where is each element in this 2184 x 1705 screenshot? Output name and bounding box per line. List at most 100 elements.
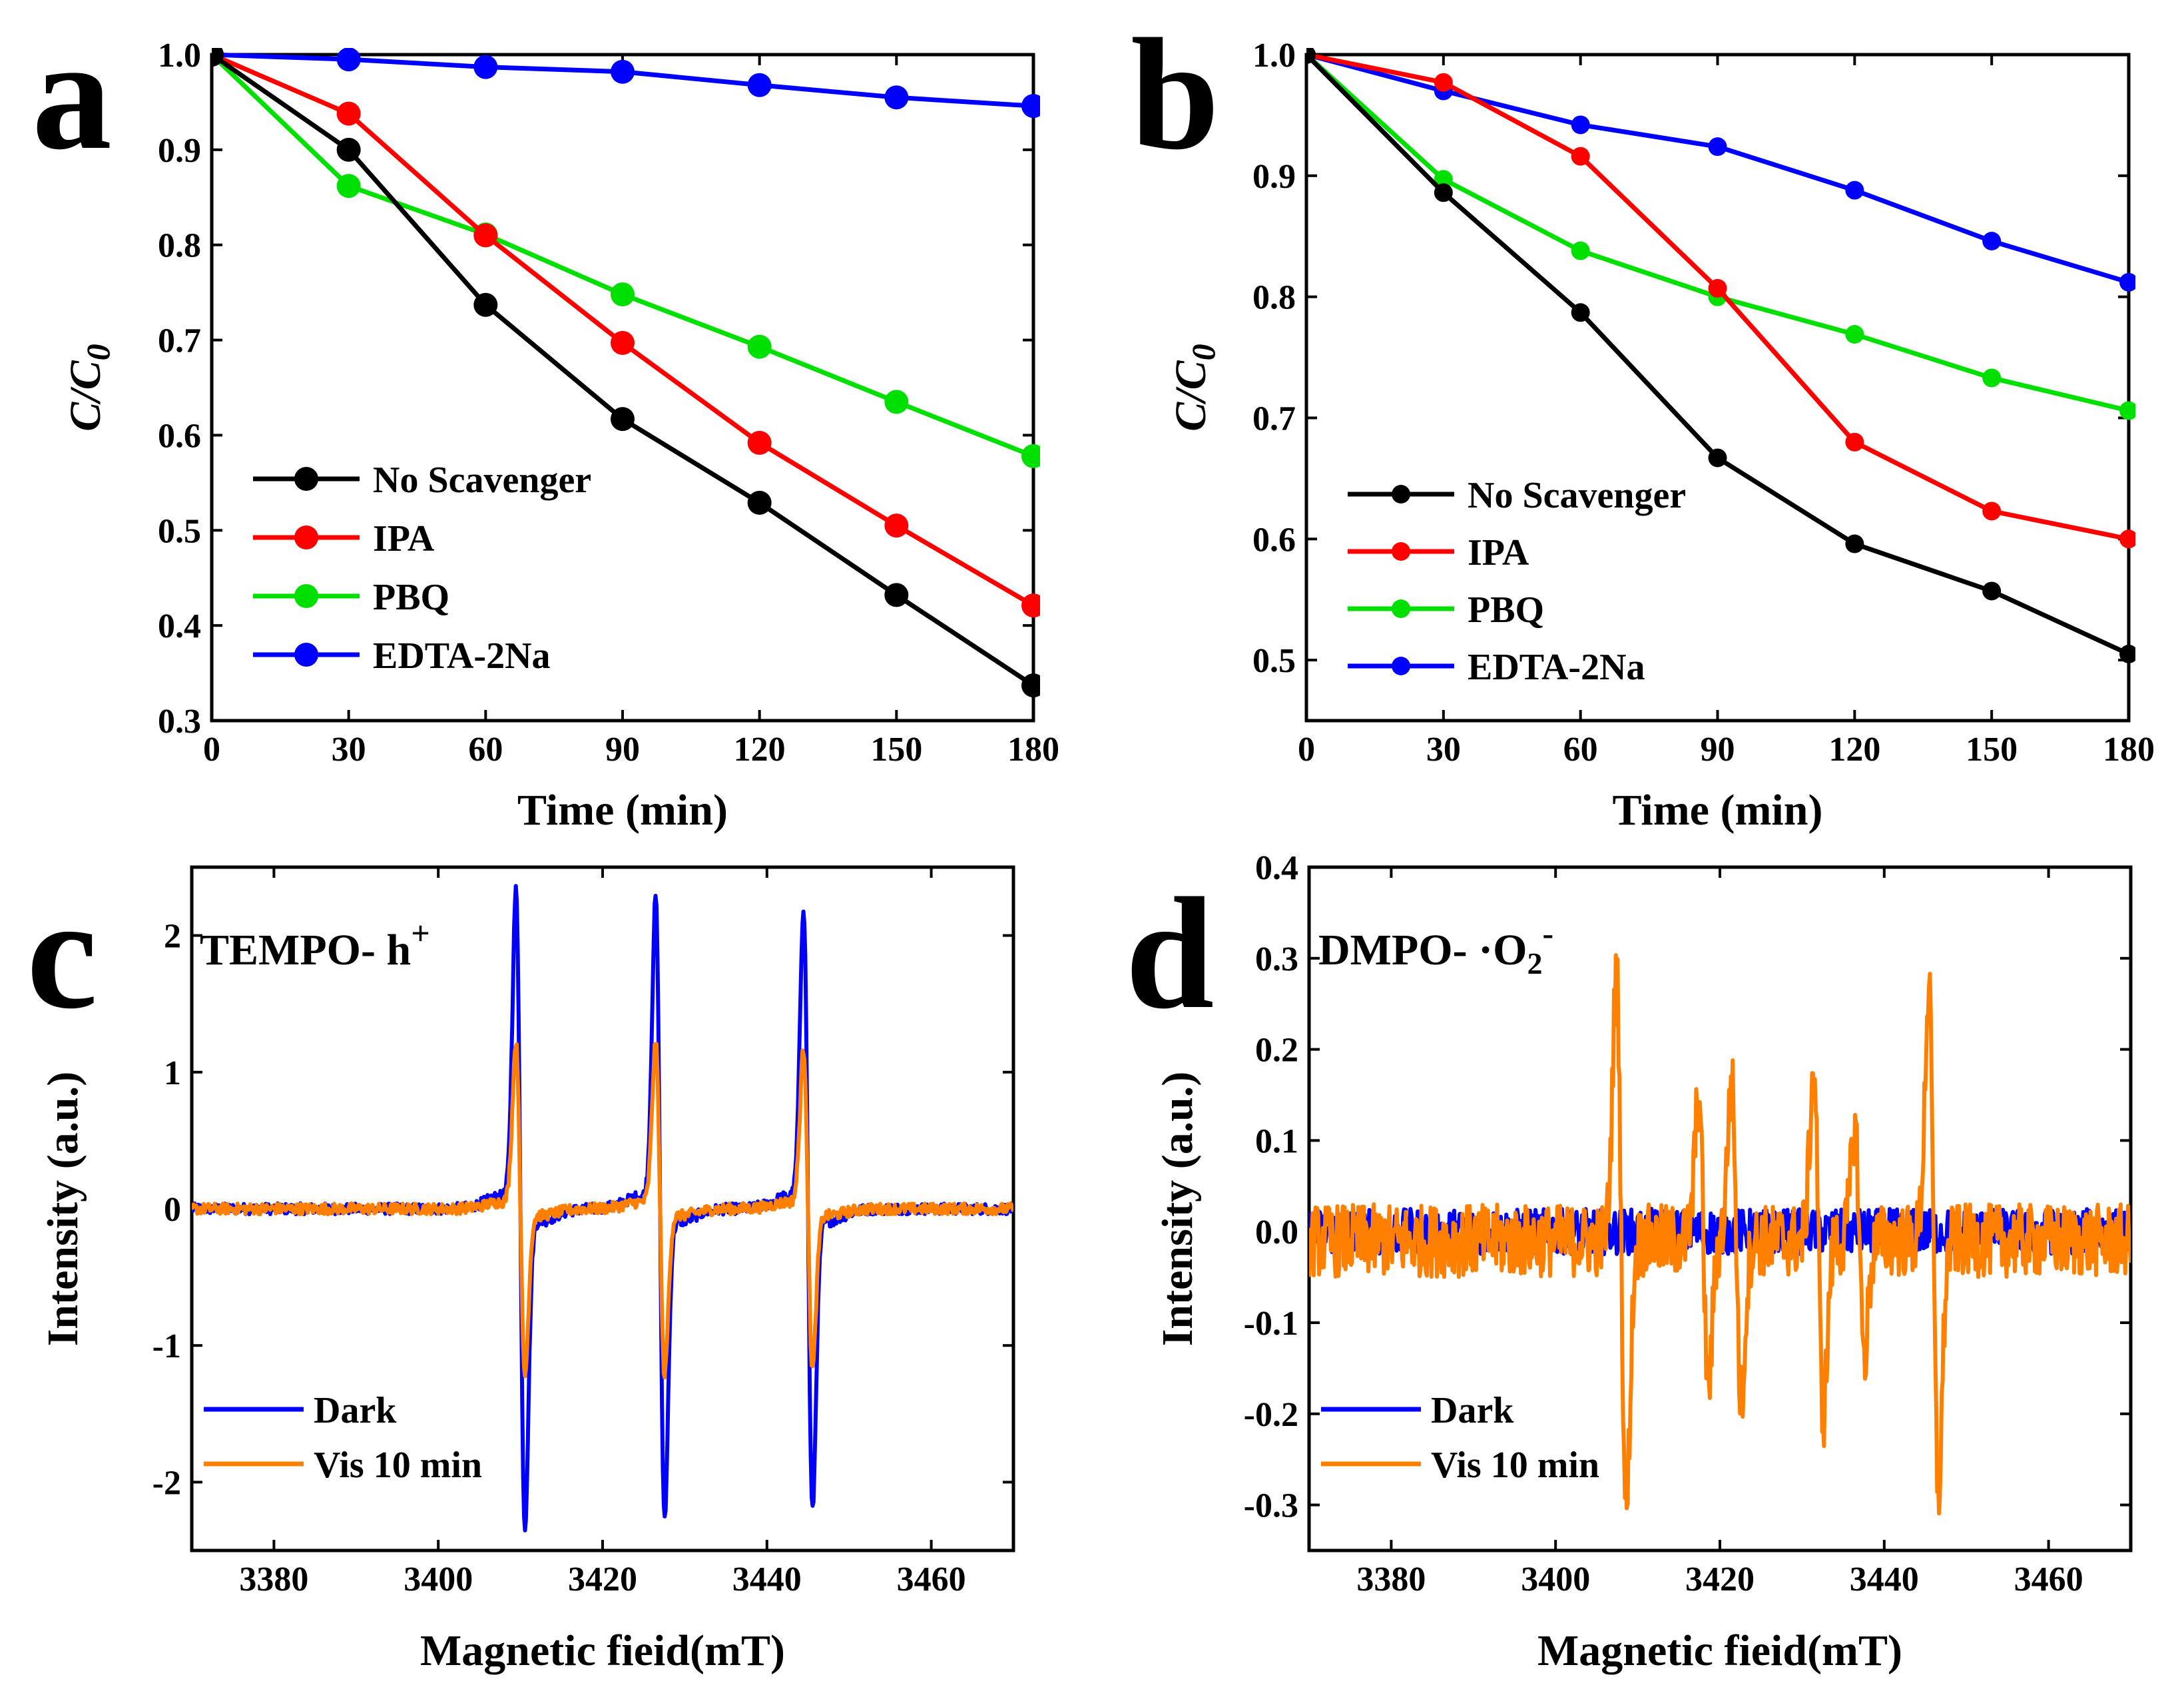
series-line-vis-10-min [1309, 953, 2131, 1516]
data-point [611, 282, 635, 306]
legend-marker [1392, 657, 1410, 675]
x-tick-label: 3380 [1356, 1560, 1426, 1598]
y-axis-title: C/C0 [1167, 344, 1222, 431]
y-tick-label: -0.2 [1244, 1396, 1298, 1434]
x-tick-label: 0 [1298, 731, 1315, 769]
data-point [611, 407, 635, 432]
data-point [336, 174, 361, 198]
x-tick-label: 120 [734, 731, 786, 769]
data-point [884, 513, 909, 538]
x-tick-label: 30 [332, 731, 366, 769]
legend-marker [294, 467, 318, 491]
data-point [1571, 115, 1590, 135]
series-line-vis-10-min [192, 1042, 1013, 1380]
data-point [1708, 137, 1727, 157]
data-point [884, 85, 909, 110]
y-axis-title-sub: 0 [1185, 344, 1222, 360]
x-tick-label: 30 [1426, 731, 1461, 769]
chart-panel-d: 3380 3400 3420 3440 3460-0.3-0.2-0.10.00.10.… [1125, 849, 2133, 1675]
series-line-ipa [212, 52, 1035, 608]
data-point [1434, 73, 1453, 92]
x-tick-label: 180 [2103, 731, 2155, 769]
annotation-sup: - [1542, 914, 1553, 952]
y-tick-label: 0.8 [1252, 279, 1296, 317]
annotation-main: DMPO- ·O [1318, 926, 1527, 974]
data-point [1982, 502, 2002, 521]
x-tick-label: 3460 [897, 1560, 966, 1598]
data-point [336, 137, 361, 162]
plot-area [212, 48, 1040, 698]
legend-label: Dark [1431, 1390, 1514, 1431]
annotation-sub: 2 [1527, 946, 1542, 980]
legend-label: No Scavenger [1468, 475, 1686, 516]
data-point [1021, 593, 1040, 618]
x-tick-label: 150 [870, 731, 922, 769]
legend-marker [294, 525, 318, 549]
chart-panel-c: 3380 3400 3420 3440 3460 -2 -1 0 1 2 Magnetic fiei… [27, 864, 1015, 1675]
data-point [1845, 432, 1864, 452]
chart-panel-a: 0 30 60 90 120 150 180 0.3 0.4 0.5 0.6 0.7 0.8 0.9 1.0… [32, 5, 1059, 835]
panel-annotation: TEMPO- h+ [200, 914, 430, 974]
data-point [2119, 529, 2135, 549]
legend-marker [1392, 485, 1410, 504]
data-point [1982, 368, 2002, 388]
y-tick-label: 0.3 [158, 703, 201, 741]
series-line-pbq [212, 53, 1035, 459]
data-point [1845, 534, 1864, 553]
data-point [884, 583, 909, 607]
y-tick-label: 0.9 [1252, 158, 1296, 196]
y-tick-label: 0.7 [158, 322, 201, 360]
y-tick-label: 0.5 [158, 512, 201, 550]
legend-marker [294, 584, 318, 608]
plot-area [192, 884, 1013, 1533]
data-point [336, 48, 361, 72]
plot-area [1309, 953, 2131, 1516]
panel-letter-b: b [1131, 5, 1219, 182]
y-tick-label: 0.1 [1255, 1122, 1298, 1160]
data-point [1708, 278, 1727, 298]
data-point [473, 55, 498, 79]
data-point [1434, 183, 1453, 202]
annotation-main: TEMPO- h [200, 926, 411, 974]
data-point [1982, 232, 2002, 250]
data-point [1845, 180, 1864, 200]
x-tick-label: 60 [1563, 731, 1598, 769]
data-point [1708, 448, 1727, 468]
chart-panel-b: 0 30 60 90 120 150 180 0.5 0.6 0.7 0.8 0.9 1.0 Time (… [1131, 5, 2155, 835]
data-point [1021, 673, 1040, 698]
x-axis-title: Magnetic fieid(mT) [420, 1626, 785, 1675]
x-axis-title: Time (min) [1613, 786, 1823, 835]
x-tick-label: 3440 [1850, 1560, 1919, 1598]
y-tick-label: 0.6 [158, 417, 201, 455]
y-tick-label: 0.7 [1252, 400, 1296, 438]
legend-label: No Scavenger [373, 460, 591, 501]
data-point [473, 292, 498, 317]
x-tick-label: 3380 [239, 1560, 308, 1598]
y-tick-label: -0.3 [1244, 1487, 1298, 1525]
data-point [747, 430, 772, 455]
y-tick-label: 0.0 [1255, 1213, 1298, 1251]
x-tick-label: 0 [203, 731, 220, 769]
y-axis-title-main: C/C [1167, 360, 1215, 431]
data-point [1982, 581, 2002, 601]
data-point [2119, 272, 2135, 292]
data-point [747, 490, 772, 515]
series-line-no-scavenger [212, 53, 1035, 688]
x-tick-label: 150 [1966, 731, 2018, 769]
data-point [611, 330, 635, 355]
x-tick-label: 90 [1701, 731, 1735, 769]
legend-label: Vis 10 min [1431, 1445, 1599, 1486]
x-tick-label: 3400 [1521, 1560, 1590, 1598]
x-axis-title: Magnetic fieid(mT) [1537, 1626, 1902, 1675]
legend-marker [294, 643, 318, 667]
data-point [1434, 170, 1453, 189]
data-point [2119, 401, 2135, 420]
plot-frame [210, 53, 1035, 723]
data-point [884, 390, 909, 414]
x-tick-label: 3460 [2014, 1560, 2083, 1598]
panel-letter-c: c [27, 864, 98, 1042]
legend-label: EDTA-2Na [373, 635, 551, 677]
annotation-sup: + [411, 914, 430, 952]
data-point [212, 48, 224, 67]
data-point [1021, 94, 1040, 119]
